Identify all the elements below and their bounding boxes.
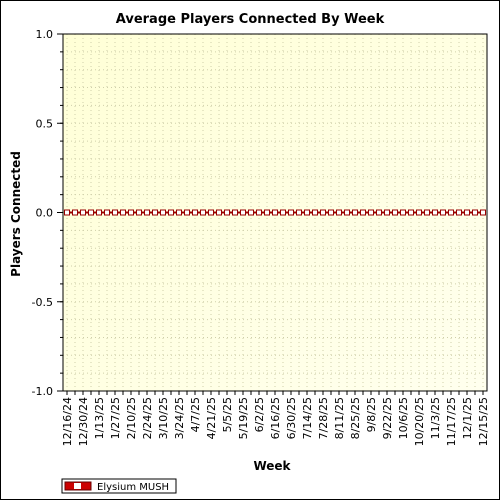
data-point [80,209,86,216]
data-point [184,209,190,216]
y-tick-label: 1.0 [36,28,54,41]
data-point [200,209,206,216]
data-point [312,209,318,216]
x-axis-ticks: 12/16/24 12/30/24 1/13/25 1/27/25 2/10/25 2/2… [61,391,490,446]
x-tick-label: 9/22/25 [381,397,394,439]
data-point [296,209,302,216]
x-tick-label: 8/11/25 [333,397,346,439]
data-point [224,209,230,216]
data-point [256,209,262,216]
data-point [280,209,286,216]
data-point [376,209,382,216]
x-tick-label: 12/16/24 [61,397,74,446]
data-point [248,209,254,216]
data-point [64,209,70,216]
legend-label: Elysium MUSH [97,482,169,493]
data-point [416,209,422,216]
x-tick-label: 8/25/25 [349,397,362,439]
x-tick-label: 3/10/25 [157,397,170,439]
data-point [264,209,270,216]
data-point [424,209,430,216]
x-tick-label: 10/6/25 [397,397,410,439]
data-point [456,209,462,216]
data-point [176,209,182,216]
data-point [240,209,246,216]
y-axis-ticks: -1.0 -0.5 0.0 0.5 1.0 [32,28,63,398]
data-point [320,209,326,216]
data-point [232,209,238,216]
x-tick-label: 5/5/25 [221,397,234,432]
data-point [368,209,374,216]
data-point [288,209,294,216]
data-point [136,209,142,216]
x-tick-label: 6/2/25 [253,397,266,432]
x-tick-label: 2/24/25 [141,397,154,439]
series-layer [64,209,486,216]
x-axis-title: Week [253,459,291,473]
data-point [144,209,150,216]
x-tick-label: 9/8/25 [365,397,378,432]
data-point [96,209,102,216]
x-tick-label: 6/16/25 [269,397,282,439]
data-point [344,209,350,216]
data-point [88,209,94,216]
x-tick-label: 12/30/24 [77,397,90,446]
legend: Elysium MUSH [61,478,177,494]
data-point [160,209,166,216]
data-point [432,209,438,216]
data-point [360,209,366,216]
data-point [464,209,470,216]
x-tick-label: 2/10/25 [125,397,138,439]
x-tick-label: 7/28/25 [317,397,330,439]
data-point [400,209,406,216]
y-tick-label: 0.0 [36,207,54,220]
data-point [448,209,454,216]
x-tick-label: 7/14/25 [301,397,314,439]
x-tick-label: 4/7/25 [189,397,202,432]
x-tick-label: 11/17/25 [445,397,458,446]
x-tick-label: 12/1/25 [461,397,474,439]
data-point [216,209,222,216]
data-point [152,209,158,216]
data-point [72,209,78,216]
x-tick-label: 12/15/25 [477,397,490,446]
data-point [104,209,110,216]
y-tick-label: -0.5 [32,296,53,309]
data-point [408,209,414,216]
legend-swatch-marker [74,483,81,489]
data-point [440,209,446,216]
data-point [208,209,214,216]
data-point [384,209,390,216]
data-point [328,209,334,216]
x-tick-label: 1/13/25 [93,397,106,439]
data-point [352,209,358,216]
x-tick-label: 6/30/25 [285,397,298,439]
data-point [192,209,198,216]
data-point [480,209,486,216]
data-point [128,209,134,216]
x-tick-label: 3/24/25 [173,397,186,439]
y-tick-label: 0.5 [36,117,54,130]
chart-title: Average Players Connected By Week [116,12,385,27]
data-point [168,209,174,216]
x-tick-label: 4/21/25 [205,397,218,439]
x-tick-label: 11/3/25 [429,397,442,439]
x-tick-label: 5/19/25 [237,397,250,439]
data-point [472,209,478,216]
y-axis-title: Players Connected [9,151,23,277]
x-tick-label: 10/20/25 [413,397,426,446]
data-point [392,209,398,216]
y-tick-label: -1.0 [32,385,53,398]
data-point [120,209,126,216]
data-point [272,209,278,216]
x-tick-label: 1/27/25 [109,397,122,439]
data-point [112,209,118,216]
data-point [336,209,342,216]
data-point [304,209,310,216]
